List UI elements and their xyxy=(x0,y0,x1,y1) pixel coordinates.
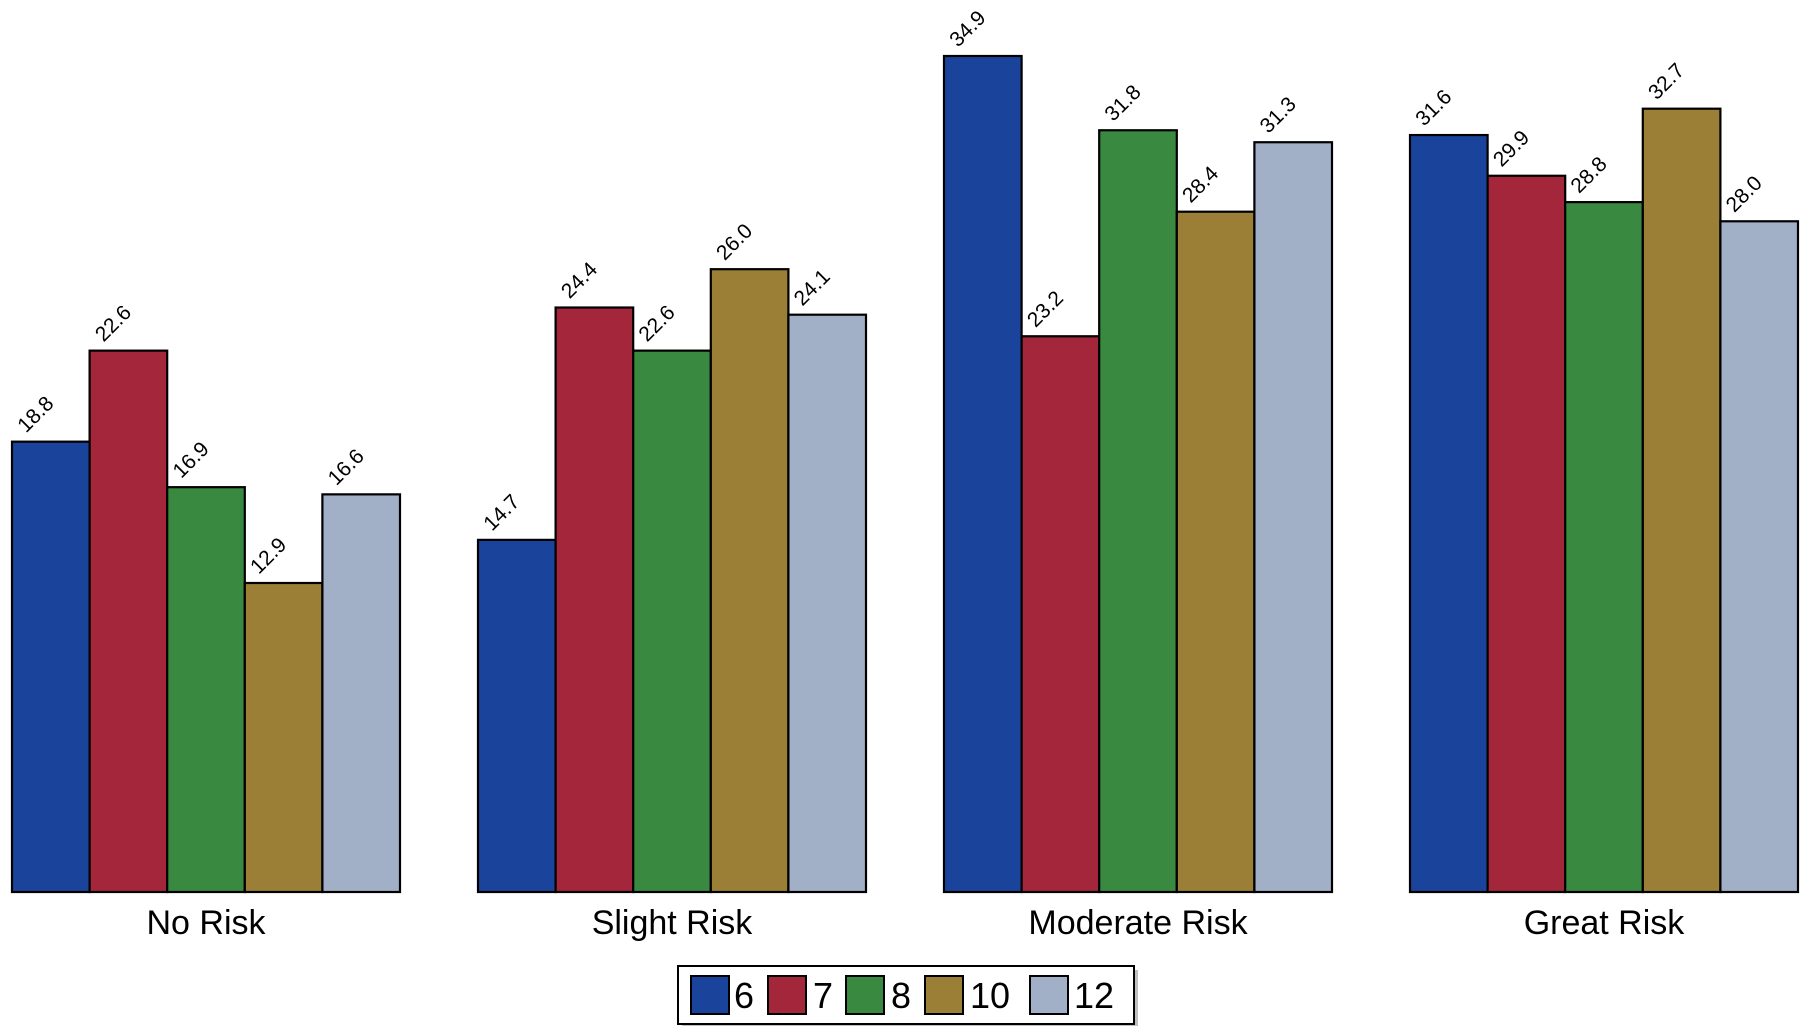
category-label-great-risk: Great Risk xyxy=(1524,904,1686,942)
bar-no-risk-series-8 xyxy=(166,486,246,894)
legend-swatch-7 xyxy=(767,975,807,1015)
value-label: 31.8 xyxy=(1100,81,1145,126)
value-label: 31.3 xyxy=(1256,93,1301,138)
bar-no-risk-series-12 xyxy=(321,493,402,894)
legend-items: 6 7 8 10 12 xyxy=(690,975,1114,1016)
value-label: 32.7 xyxy=(1644,59,1689,104)
bar-moderate-risk-series-12 xyxy=(1253,141,1334,894)
value-label: 28.0 xyxy=(1722,172,1767,217)
category-label-slight-risk: Slight Risk xyxy=(592,904,754,942)
bar-moderate-risk-series-8 xyxy=(1098,129,1178,894)
bar-moderate-risk-series-6 xyxy=(942,54,1023,894)
bar-no-risk-series-10 xyxy=(243,581,324,894)
legend-label-10: 10 xyxy=(970,975,1010,1016)
category-label-moderate-risk: Moderate Risk xyxy=(1028,904,1248,942)
legend-swatch-12 xyxy=(1029,975,1069,1015)
value-label: 28.4 xyxy=(1178,162,1223,207)
legend-swatch-10 xyxy=(924,975,964,1015)
bars-layer xyxy=(10,54,1800,894)
value-label: 28.8 xyxy=(1566,152,1611,197)
bar-great-risk-series-6 xyxy=(1408,133,1489,894)
bar-moderate-risk-series-7 xyxy=(1020,335,1101,894)
legend: 6 7 8 10 12 xyxy=(677,965,1138,1026)
bar-slight-risk-series-12 xyxy=(787,313,868,894)
bar-great-risk-series-12 xyxy=(1719,220,1800,894)
legend-label-12: 12 xyxy=(1074,975,1114,1016)
legend-swatch-6 xyxy=(690,975,730,1015)
value-label: 31.6 xyxy=(1411,85,1456,130)
value-label: 24.4 xyxy=(557,258,602,303)
bar-great-risk-series-10 xyxy=(1641,107,1722,894)
category-labels-layer: No Risk Slight Risk Moderate Risk Great Ris… xyxy=(146,904,1685,942)
bar-great-risk-series-7 xyxy=(1486,174,1567,894)
value-label: 22.6 xyxy=(634,301,679,346)
legend-swatch-8 xyxy=(845,975,885,1015)
legend-label-8: 8 xyxy=(891,975,911,1016)
bar-no-risk-series-7 xyxy=(88,349,169,894)
legend-label-6: 6 xyxy=(734,975,754,1016)
bar-slight-risk-series-10 xyxy=(709,268,790,894)
value-label: 18.8 xyxy=(13,392,58,437)
legend-label-7: 7 xyxy=(813,975,833,1016)
value-label: 26.0 xyxy=(712,220,757,265)
bar-moderate-risk-series-10 xyxy=(1175,210,1256,894)
value-label: 14.7 xyxy=(479,490,524,535)
value-label: 34.9 xyxy=(945,6,990,51)
value-label: 16.9 xyxy=(168,438,213,483)
category-label-no-risk: No Risk xyxy=(146,904,266,942)
value-label: 16.6 xyxy=(324,445,369,490)
bar-slight-risk-series-8 xyxy=(632,349,712,894)
bar-slight-risk-series-6 xyxy=(476,538,557,894)
value-label: 22.6 xyxy=(91,301,136,346)
bar-great-risk-series-8 xyxy=(1564,201,1644,894)
value-label: 24.1 xyxy=(790,265,835,310)
value-label: 12.9 xyxy=(246,533,291,578)
bar-slight-risk-series-7 xyxy=(554,306,635,894)
value-label: 23.2 xyxy=(1023,287,1068,332)
bar-no-risk-series-6 xyxy=(10,440,91,894)
value-label: 29.9 xyxy=(1489,126,1534,171)
